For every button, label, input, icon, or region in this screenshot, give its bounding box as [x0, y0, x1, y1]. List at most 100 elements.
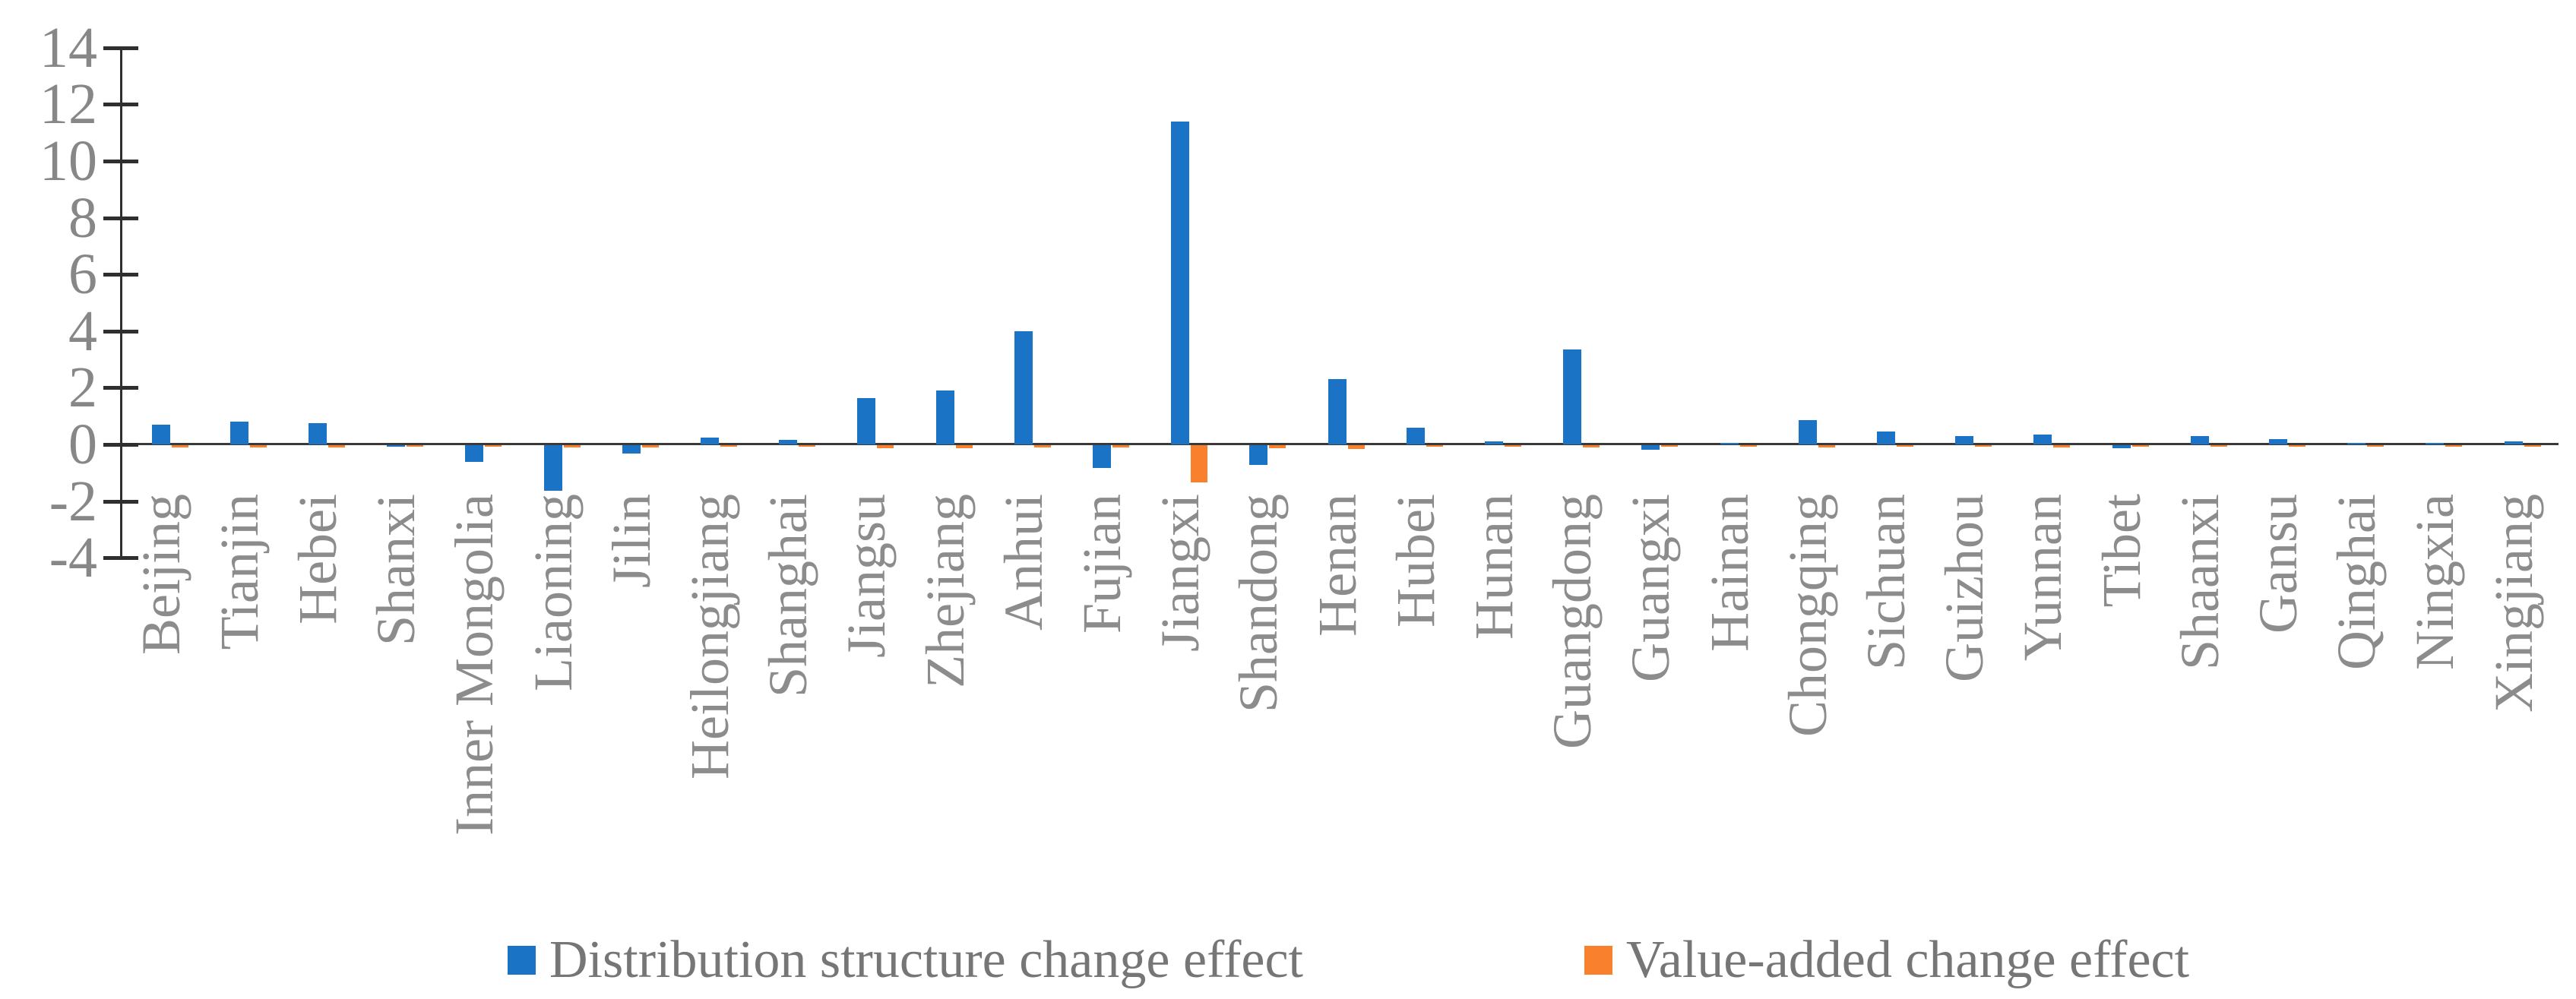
bar-distribution-henan [1328, 379, 1347, 444]
x-axis-label-gansu: Gansu [2248, 494, 2309, 634]
x-axis-label-jilin: Jilin [600, 494, 662, 589]
x-axis-label-beijing: Beijing [130, 494, 191, 655]
bar-distribution-anhui [1014, 330, 1033, 444]
x-axis-label-hebei: Hebei [287, 494, 348, 624]
bar-value-added-ningxia [2445, 445, 2463, 447]
y-axis-line [120, 46, 122, 560]
x-axis-label-shandong: Shandong [1228, 494, 1290, 713]
bar-distribution-fujian [1093, 445, 1111, 468]
bar-value-added-hubei [1426, 445, 1443, 447]
bar-value-added-guizhou [1975, 445, 1992, 447]
y-tick-label: 4 [68, 299, 97, 363]
x-axis-label-heilongjiang: Heilongjiang [679, 494, 740, 779]
bar-value-added-hunan [1505, 445, 1521, 447]
bar-value-added-zhejiang [955, 445, 973, 448]
y-tick-mark [103, 216, 138, 220]
y-tick-mark [103, 329, 138, 334]
bar-distribution-shaanxi [2190, 435, 2209, 444]
bar-distribution-ningxia [2426, 443, 2445, 444]
bar-distribution-guangxi [1641, 445, 1660, 450]
y-tick-label: 2 [68, 356, 97, 420]
x-axis-label-jiangxi: Jiangxi [1150, 494, 1211, 652]
bar-distribution-inner-mongolia [465, 445, 484, 463]
bar-distribution-zhejiang [935, 390, 954, 444]
x-axis-label-shaanxi: Shaanxi [2169, 494, 2230, 670]
bar-distribution-xingjiang [2504, 441, 2523, 444]
x-axis-label-anhui: Anhui [992, 494, 1054, 631]
bar-value-added-guangdong [1583, 445, 1600, 447]
bar-value-added-henan [1347, 445, 1365, 449]
bar-distribution-qinghai [2347, 443, 2366, 444]
legend-swatch-blue [508, 946, 536, 975]
y-tick-mark [103, 556, 138, 561]
bar-distribution-hubei [1406, 427, 1425, 444]
x-axis-label-ningxia: Ningxia [2404, 494, 2466, 670]
bar-value-added-anhui [1033, 445, 1051, 447]
bar-value-added-inner-mongolia [485, 445, 502, 447]
bar-value-added-beijing [171, 445, 188, 447]
bar-distribution-heilongjiang [701, 437, 719, 444]
y-tick-label: 14 [40, 15, 97, 80]
bar-distribution-beijing [151, 424, 170, 444]
y-tick-mark [103, 160, 138, 163]
bar-distribution-hainan [1720, 443, 1739, 444]
bar-value-added-sichuan [1897, 445, 1913, 447]
bar-distribution-hunan [1485, 441, 1503, 444]
bar-value-added-jiangsu [877, 445, 894, 448]
bar-distribution-shanxi [387, 445, 406, 447]
bar-distribution-tibet [2112, 445, 2131, 448]
bar-distribution-guangdong [1563, 349, 1582, 444]
x-axis-label-fujian: Fujian [1071, 494, 1132, 634]
bar-value-added-chongqing [1818, 445, 1835, 447]
bar-value-added-shanxi [407, 445, 424, 447]
bar-value-added-hebei [328, 445, 345, 447]
bar-distribution-hebei [309, 423, 327, 444]
bar-distribution-shanghai [779, 440, 798, 444]
x-axis-label-jiangsu: Jiangsu [836, 494, 897, 658]
bar-distribution-liaoning [543, 445, 562, 491]
x-axis-label-shanghai: Shanghai [758, 494, 819, 697]
bar-value-added-shanghai [799, 445, 816, 447]
bar-distribution-jilin [622, 445, 641, 454]
x-axis-label-sichuan: Sichuan [1856, 494, 1916, 670]
x-axis-label-inner-mongolia: Inner Mongolia [444, 494, 505, 836]
bar-distribution-tianjin [229, 422, 248, 444]
y-tick-mark [103, 273, 138, 277]
bar-distribution-guizhou [1955, 435, 1974, 444]
x-axis-label-guangxi: Guangxi [1620, 494, 1682, 682]
x-axis-label-zhejiang: Zhejiang [914, 494, 976, 688]
x-axis-label-guangdong: Guangdong [1542, 494, 1603, 749]
bar-value-added-hainan [1739, 445, 1757, 447]
bar-distribution-gansu [2269, 438, 2287, 444]
x-axis-label-yunnan: Yunnan [2012, 494, 2074, 661]
y-tick-mark [103, 103, 138, 107]
y-tick-mark [103, 499, 138, 504]
bar-value-added-jiangxi [1191, 445, 1208, 482]
bar-value-added-guangxi [1661, 445, 1679, 447]
y-tick-label: 10 [40, 129, 97, 193]
bar-value-added-qinghai [2367, 445, 2385, 447]
x-axis-label-tianjin: Tianjin [208, 494, 270, 650]
x-axis-label-xingjiang: Xingjiang [2483, 494, 2544, 713]
legend-item-distribution: Distribution structure change effect [508, 931, 1303, 989]
x-axis-label-tibet: Tibet [2090, 494, 2152, 608]
legend-label-distribution: Distribution structure change effect [549, 931, 1303, 989]
x-axis-label-hubei: Hubei [1385, 494, 1446, 628]
x-axis-label-chongqing: Chongqing [1777, 494, 1838, 738]
bar-distribution-jiangxi [1171, 121, 1190, 444]
x-axis-label-hunan: Hunan [1464, 494, 1524, 640]
x-axis-label-shanxi: Shanxi [366, 494, 427, 647]
y-tick-label: -4 [49, 526, 97, 590]
x-axis-label-liaoning: Liaoning [522, 494, 584, 691]
bar-value-added-shaanxi [2210, 445, 2227, 447]
y-tick-mark [103, 443, 138, 447]
bar-value-added-shandong [1269, 445, 1286, 448]
y-tick-mark [103, 46, 138, 50]
legend-label-value-added: Value-added change effect [1626, 931, 2190, 989]
y-tick-label: 0 [68, 413, 97, 476]
x-axis-label-hainan: Hainan [1698, 494, 1760, 652]
y-tick-label: 6 [68, 242, 97, 307]
legend-swatch-orange [1584, 946, 1612, 975]
y-tick-label: 12 [40, 72, 97, 137]
